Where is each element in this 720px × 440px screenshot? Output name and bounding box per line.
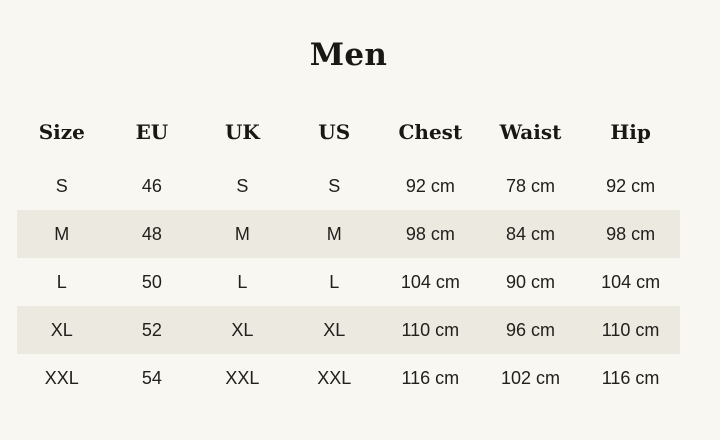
table-cell: M [326, 223, 342, 244]
table-cell: 48 [141, 223, 162, 244]
table-cell: 46 [141, 175, 162, 196]
table-cell: 104 cm [601, 271, 661, 292]
table-cell: S [236, 175, 249, 196]
table-cell: 92 cm [405, 175, 455, 196]
table-row-s: S 46 S S 92 cm 78 cm 92 cm [17, 162, 680, 210]
table-cell: 54 [141, 367, 162, 388]
table-cell: 116 cm [401, 367, 460, 388]
table-cell: 96 cm [505, 319, 555, 340]
table-cell: 110 cm [601, 319, 660, 340]
column-header-size: Size [38, 120, 85, 144]
table-row-xl: XL 52 XL XL 110 cm 96 cm 110 cm [17, 306, 680, 354]
column-header-eu: EU [135, 120, 169, 144]
table-cell: 98 cm [405, 223, 455, 244]
table-header-row: Size EU UK US Chest Waist Hip [17, 102, 680, 162]
table-cell: 110 cm [401, 319, 460, 340]
table-cell: 52 [141, 319, 162, 340]
table-cell: 78 cm [505, 175, 555, 196]
table-cell: XL [231, 319, 254, 340]
table-cell: XXL [44, 367, 79, 388]
column-header-uk: UK [224, 120, 260, 144]
column-header-chest: Chest [398, 120, 463, 144]
table-cell: 102 cm [500, 367, 560, 388]
page-title: Men [309, 37, 388, 73]
table-cell: M [54, 223, 70, 244]
table-row-l: L 50 L L 104 cm 90 cm 104 cm [17, 258, 680, 306]
table-cell: S [55, 175, 68, 196]
table-cell: S [328, 175, 341, 196]
table-cell: 116 cm [601, 367, 660, 388]
table-cell: 92 cm [606, 175, 656, 196]
table-cell: L [329, 271, 340, 292]
table-cell: L [56, 271, 67, 292]
column-header-hip: Hip [610, 120, 651, 144]
table-row-xxl: XXL 54 XXL XXL 116 cm 102 cm 116 cm [17, 354, 680, 402]
table-cell: 84 cm [505, 223, 555, 244]
column-header-waist: Waist [499, 120, 562, 144]
table-cell: 50 [141, 271, 162, 292]
table-cell: XXL [317, 367, 352, 388]
size-table: Size EU UK US Chest Waist Hip S 46 S S 9… [17, 102, 680, 402]
table-cell: 98 cm [606, 223, 656, 244]
table-row-m: M 48 M M 98 cm 84 cm 98 cm [17, 210, 680, 258]
table-cell: M [234, 223, 250, 244]
table-cell: XXL [225, 367, 260, 388]
table-cell: XL [323, 319, 346, 340]
table-cell: 90 cm [505, 271, 555, 292]
table-cell: L [237, 271, 248, 292]
size-guide-panel: Men Size EU UK US Chest Waist Hip S [17, 0, 680, 402]
table-cell: XL [50, 319, 73, 340]
column-header-us: US [318, 120, 351, 144]
table-cell: 104 cm [400, 271, 460, 292]
